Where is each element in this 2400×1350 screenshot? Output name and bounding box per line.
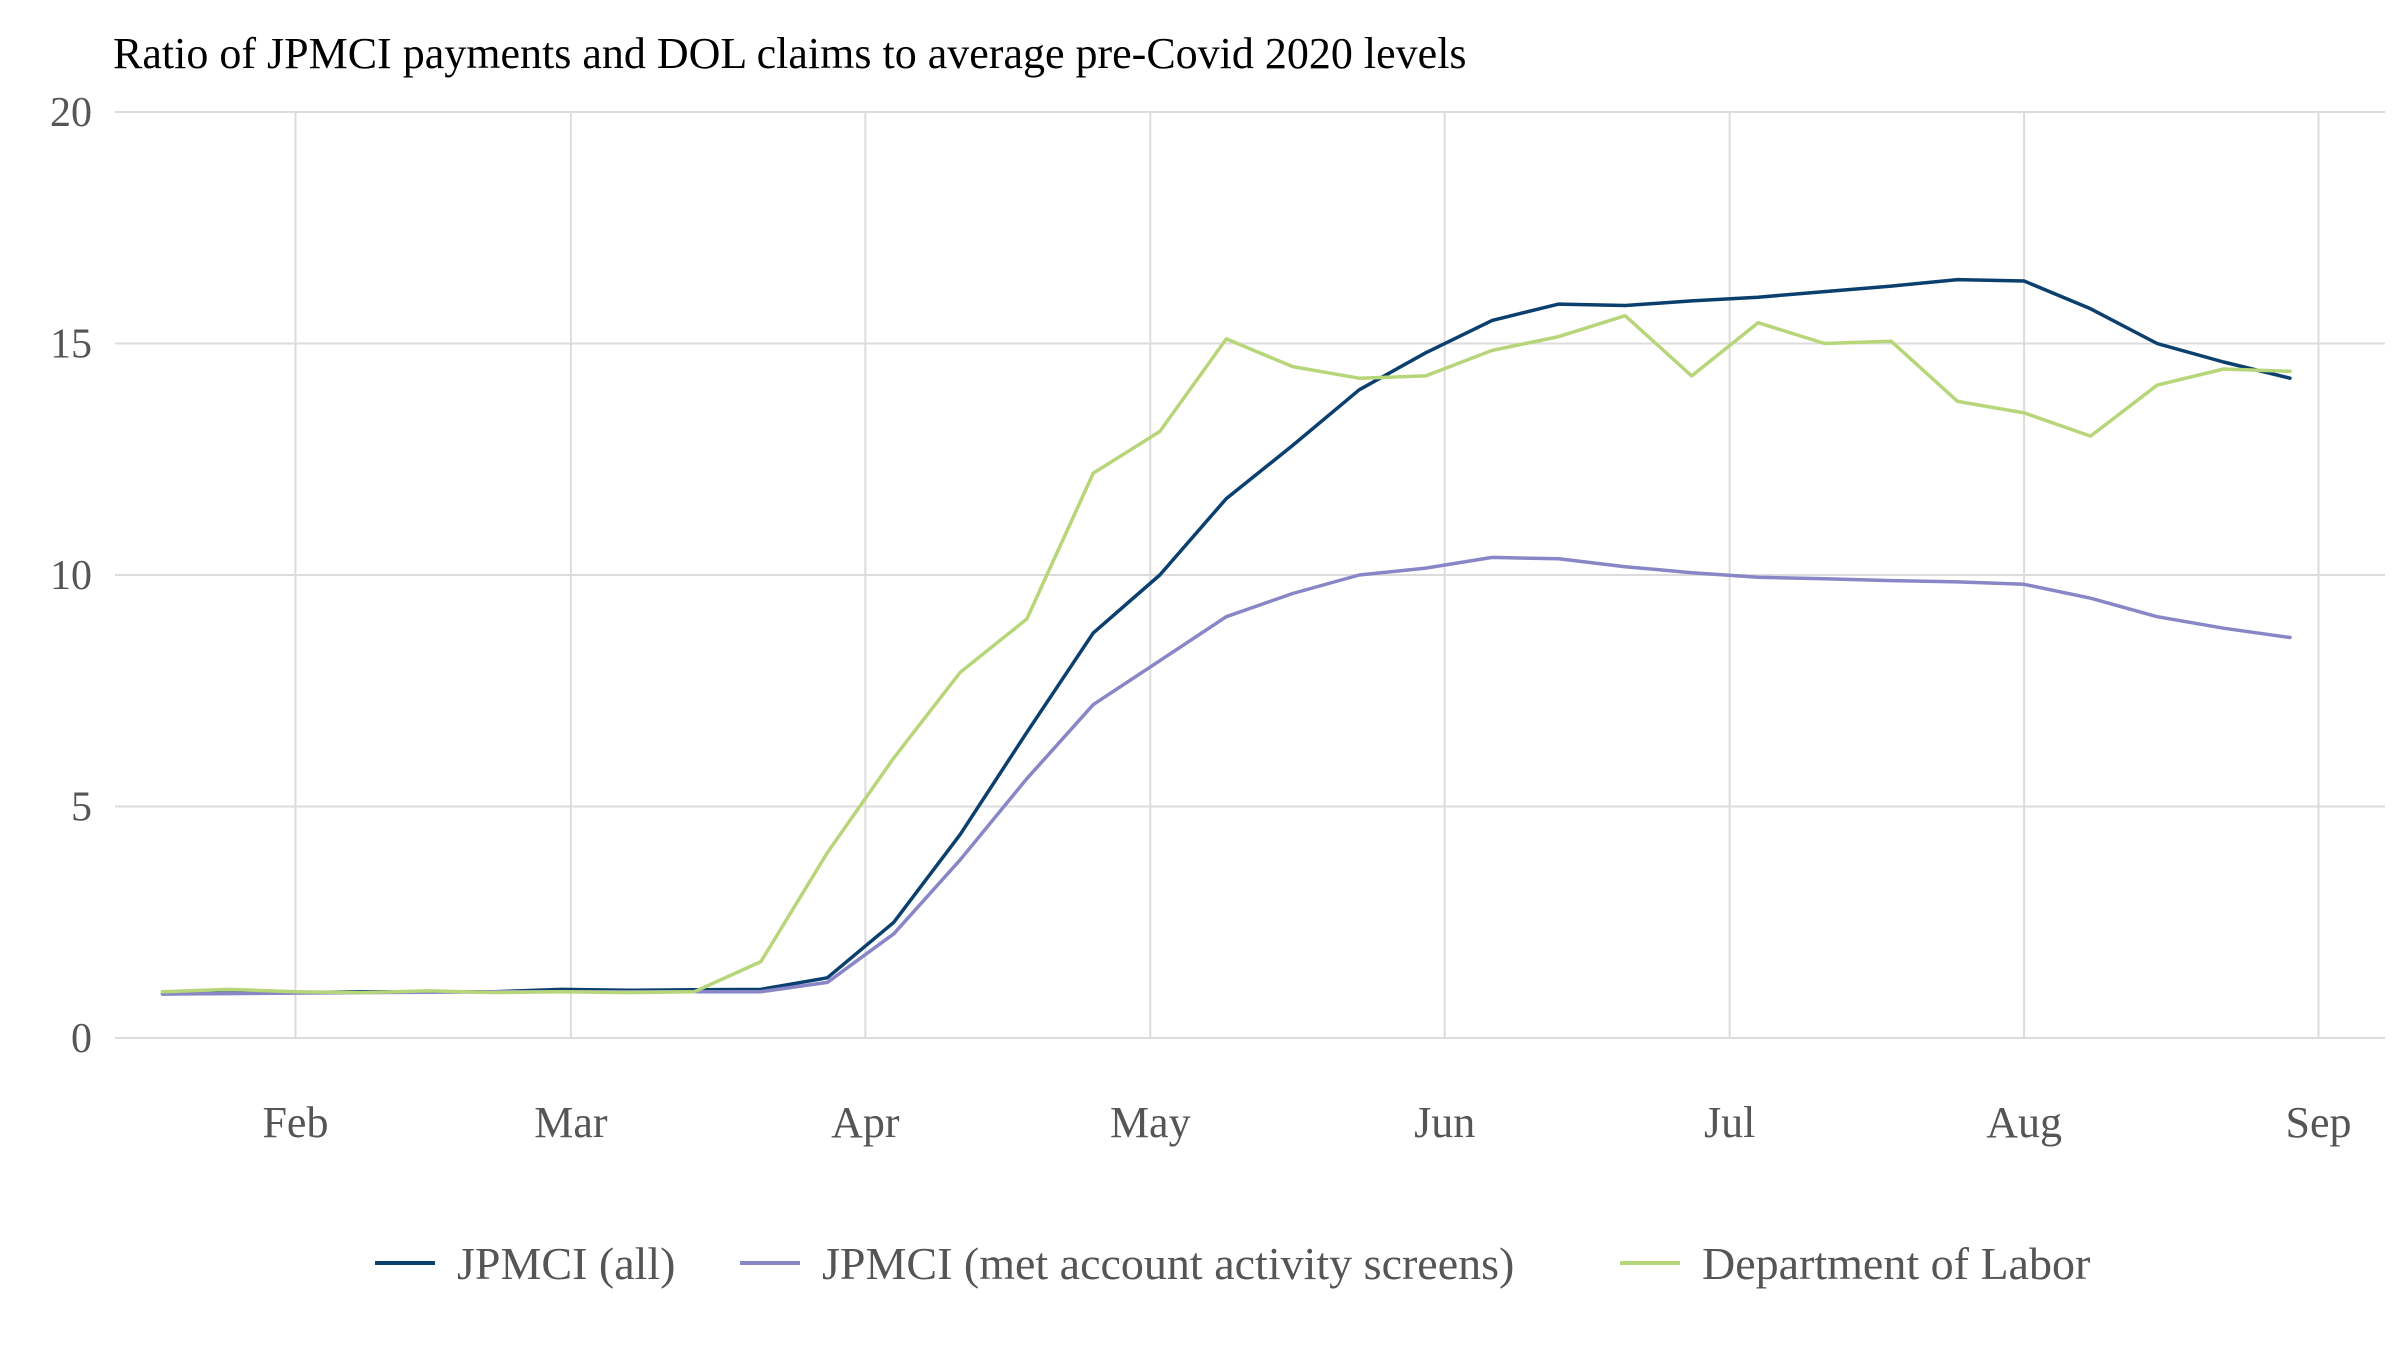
legend-label: Department of Labor xyxy=(1702,1237,2091,1289)
y-tick-label: 5 xyxy=(71,785,92,831)
x-tick-label: Jun xyxy=(1414,1098,1475,1147)
legend-swatch xyxy=(1620,1261,1680,1265)
x-tick-label: Sep xyxy=(2286,1098,2352,1147)
series-lines xyxy=(160,277,2292,996)
legend-item: JPMCI (all) xyxy=(375,1228,676,1298)
legend-label: JPMCI (met account activity screens) xyxy=(822,1237,1515,1289)
x-tick-label: Mar xyxy=(534,1098,608,1147)
legend-label: JPMCI (all) xyxy=(457,1237,676,1289)
y-tick-label: 10 xyxy=(50,553,92,599)
x-tick-labels: Feb Mar Apr May Jun Jul Aug Sep xyxy=(262,1098,2351,1147)
y-tick-label: 15 xyxy=(50,322,92,368)
series-line-0 xyxy=(160,277,2292,996)
legend-swatch xyxy=(375,1261,435,1265)
line-chart: 0 5 10 15 20 Feb Mar Apr May Jun Jul Aug Sep xyxy=(50,90,2385,1147)
legend-item: Department of Labor xyxy=(1620,1228,2090,1298)
y-gridlines xyxy=(115,111,2385,1039)
series-line-1 xyxy=(160,555,2292,996)
chart-title: Ratio of JPMCI payments and DOL claims t… xyxy=(113,29,1467,78)
x-tick-label: Aug xyxy=(1986,1098,2062,1147)
legend-swatch xyxy=(740,1261,800,1265)
x-tick-label: Jul xyxy=(1704,1098,1755,1147)
y-tick-label: 0 xyxy=(71,1016,92,1062)
y-tick-label: 20 xyxy=(50,90,92,136)
legend: JPMCI (all) JPMCI (met account activity s… xyxy=(0,1228,2400,1298)
x-tick-label: May xyxy=(1110,1098,1191,1147)
x-tick-label: Feb xyxy=(262,1098,328,1147)
y-tick-labels: 0 5 10 15 20 xyxy=(50,90,92,1062)
x-tick-label: Apr xyxy=(831,1098,900,1147)
legend-item: JPMCI (met account activity screens) xyxy=(740,1228,1514,1298)
series-line-2 xyxy=(160,313,2292,995)
